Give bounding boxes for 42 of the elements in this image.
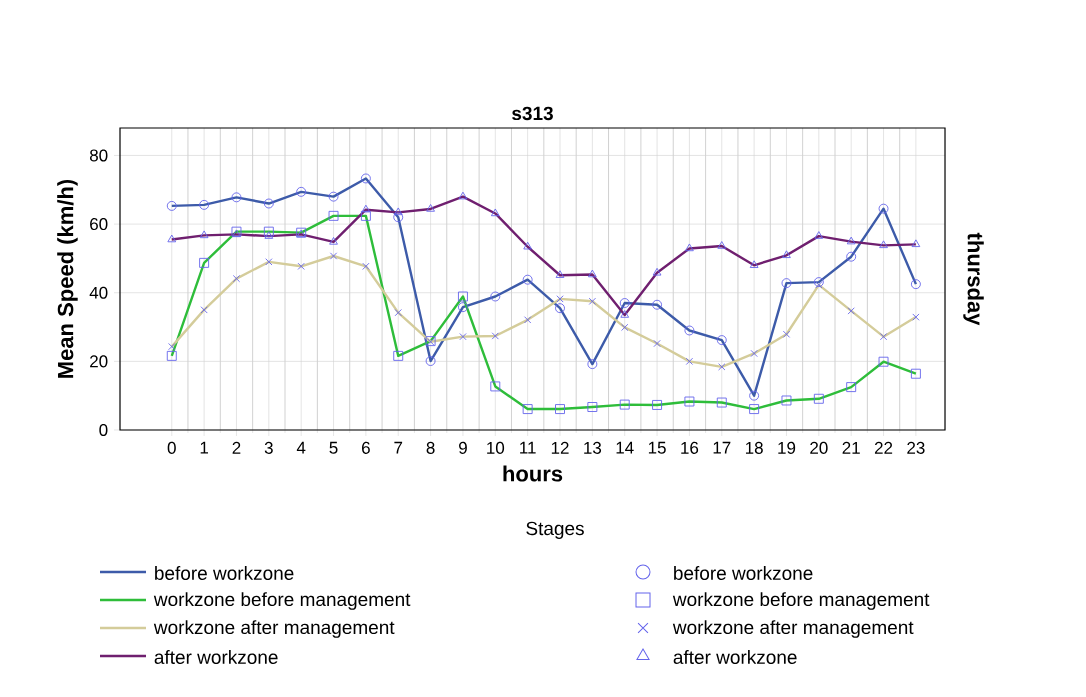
chart-title: s313 — [512, 106, 553, 121]
x-tick-label: 6 — [362, 441, 370, 454]
y-tick-label: 60 — [90, 218, 108, 231]
y-tick-label: 0 — [99, 423, 108, 437]
x-tick-label: 1 — [200, 441, 209, 454]
x-tick-label: 3 — [264, 441, 273, 454]
x-tick-label: 12 — [551, 441, 569, 454]
text: after workzone — [673, 650, 797, 664]
x-axis-title: hours — [503, 465, 563, 482]
legend-label: before workzone — [155, 566, 294, 580]
x-tick-label: 19 — [778, 441, 796, 454]
x-tick-label: 11 — [520, 441, 536, 454]
x-tick-label: 20 — [810, 441, 828, 454]
x-tick-label: 17 — [713, 441, 731, 454]
x-tick-label: 5 — [329, 441, 338, 454]
x-tick-label: 23 — [907, 441, 925, 454]
x-tick-label: 15 — [648, 441, 666, 454]
legend-title: Stages — [526, 521, 584, 539]
x-tick-label: 14 — [616, 441, 634, 454]
x-tick-label: 16 — [681, 441, 699, 454]
x-tick-label: 18 — [745, 441, 763, 454]
legend-label: after workzone — [154, 650, 278, 664]
x-tick-label: 7 — [394, 441, 403, 454]
y-tick-label: 20 — [90, 355, 108, 368]
x-tick-label: 4 — [296, 441, 306, 454]
x-tick-label: 0 — [167, 441, 176, 454]
legend-label: workzone after management — [153, 620, 395, 638]
x-tick-label: 9 — [459, 441, 467, 454]
text: before workzone — [674, 566, 813, 580]
text: workzone before management — [672, 592, 930, 610]
x-tick-label: 2 — [232, 441, 241, 454]
x-tick-label: 21 — [842, 441, 860, 454]
text: workzone after management — [672, 620, 914, 638]
y-tick-label: 40 — [89, 286, 108, 299]
y-tick-label: 80 — [89, 149, 108, 162]
x-tick-label: 10 — [487, 441, 505, 454]
x-tick-label: 13 — [584, 441, 602, 454]
text: thursday — [963, 232, 984, 326]
y-axis-title: Mean Speed (km/h) — [57, 179, 78, 378]
legend-label: workzone before management — [153, 592, 411, 610]
x-tick-label: 22 — [874, 441, 893, 454]
x-tick-label: 8 — [426, 441, 435, 454]
